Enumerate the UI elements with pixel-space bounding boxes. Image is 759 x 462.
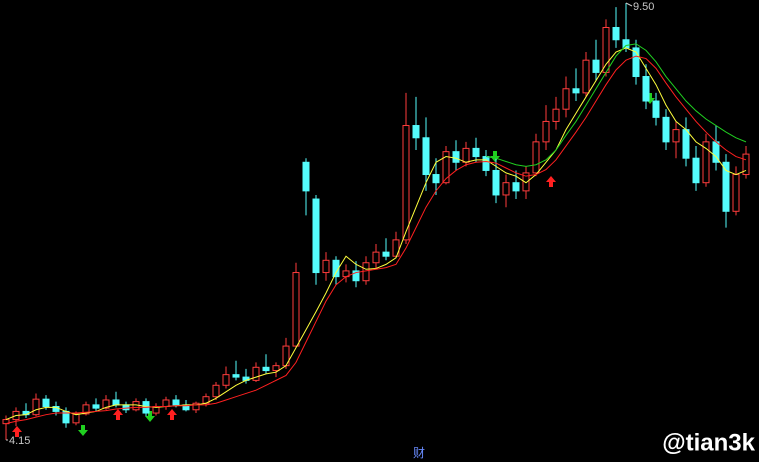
candle-body — [32, 398, 40, 416]
candle-body — [472, 147, 480, 158]
buy-arrow — [167, 409, 177, 420]
icon-label: 财 — [413, 446, 425, 460]
candle-body — [412, 125, 420, 139]
candle-body — [422, 137, 430, 176]
sell-arrow — [145, 411, 155, 422]
candle-body — [192, 402, 200, 411]
candle-body — [352, 270, 360, 282]
candle-body — [322, 259, 330, 274]
candle-body — [82, 404, 90, 415]
candle-body — [552, 108, 560, 122]
candle-body — [502, 182, 510, 196]
candle-body — [622, 39, 630, 49]
candle-body — [532, 141, 540, 174]
candle-body — [262, 366, 270, 372]
candle-body — [492, 169, 500, 196]
candle-body — [672, 129, 680, 143]
buy-arrow — [546, 176, 556, 187]
candle-body — [602, 27, 610, 73]
candle-body — [442, 151, 450, 184]
candle-body — [662, 116, 670, 143]
candle-body — [112, 399, 120, 406]
candle-body — [92, 404, 100, 409]
candle-body — [542, 120, 550, 143]
candle-body — [102, 399, 110, 409]
candle-body — [172, 399, 180, 406]
annotation-leader — [625, 2, 633, 7]
candle-body — [302, 161, 310, 192]
candle-body — [392, 239, 400, 257]
candle-body — [432, 174, 440, 184]
candle-body — [372, 251, 380, 264]
candle-body — [582, 59, 590, 94]
candle-body — [312, 198, 320, 274]
signal-arrows — [12, 93, 655, 437]
buy-arrow — [113, 409, 123, 420]
candle-body — [42, 398, 50, 408]
candle-body — [632, 47, 640, 78]
candle-body — [592, 59, 600, 73]
candle-body — [482, 156, 490, 171]
candle-body — [512, 182, 520, 192]
candle-body — [692, 157, 700, 184]
candle-body — [122, 404, 130, 411]
sell-arrow — [490, 151, 500, 162]
candle-body — [212, 384, 220, 398]
candle-body — [462, 147, 470, 163]
candle-body — [402, 125, 410, 241]
candle-body — [642, 76, 650, 102]
candle-body — [72, 413, 80, 424]
moving-average-line — [485, 43, 747, 167]
watermark: @tian3k — [662, 429, 755, 456]
candle-body — [272, 365, 280, 372]
candle-body — [742, 153, 750, 176]
candle-body — [162, 399, 170, 408]
sell-arrow — [645, 93, 655, 104]
buy-arrow — [12, 426, 22, 437]
candle-body — [732, 174, 740, 212]
moving-average-line — [5, 55, 747, 425]
candle-body — [652, 100, 660, 118]
candle-body — [572, 88, 580, 94]
candle-body — [232, 374, 240, 378]
candle-body — [702, 141, 710, 184]
annotation-label: 4.15 — [9, 435, 30, 447]
sell-arrow — [78, 425, 88, 436]
candle-body — [562, 88, 570, 110]
candle-body — [722, 161, 730, 212]
candle-body — [252, 366, 260, 381]
candle-body — [682, 129, 690, 159]
candle-body — [292, 272, 300, 347]
candle-body — [612, 27, 620, 41]
candle-body — [452, 151, 460, 163]
candle-body — [222, 374, 230, 386]
candle-body — [382, 251, 390, 257]
annotation-label: 9.50 — [633, 1, 654, 13]
candle-body — [522, 172, 530, 192]
